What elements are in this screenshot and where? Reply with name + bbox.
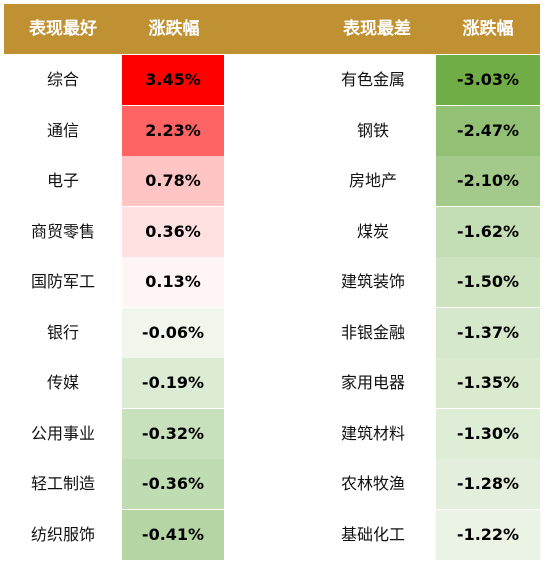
- worst-change-value: -1.35%: [436, 358, 540, 408]
- best-change-value: 0.36%: [122, 206, 224, 257]
- worst-industry-name: 建筑材料: [340, 423, 405, 443]
- worst-change-value: -1.62%: [436, 206, 540, 257]
- best-industry-name: 通信: [46, 120, 79, 140]
- table-row: 商贸零售 0.36% 煤炭 -1.62%: [0, 206, 546, 257]
- worst-industry-name: 煤炭: [356, 221, 389, 241]
- best-change-header: 涨跌幅: [148, 19, 200, 39]
- table-row: 传媒 -0.19% 家用电器 -1.35%: [0, 358, 546, 408]
- table-row: 国防军工 0.13% 建筑装饰 -1.50%: [0, 257, 546, 307]
- worst-industry-name: 非银金融: [340, 322, 405, 342]
- worst-industry-name: 家用电器: [340, 373, 405, 392]
- worst-change-header: 涨跌幅: [462, 19, 514, 39]
- worst-change-value: -1.30%: [436, 408, 540, 459]
- worst-industry-name: 有色金属: [340, 70, 405, 89]
- table-row: 电子 0.78% 房地产 -2.10%: [0, 156, 546, 206]
- best-change-value: 3.45%: [122, 55, 224, 105]
- worst-industry-name: 基础化工: [340, 524, 405, 544]
- worst-industry-name: 钢铁: [356, 120, 389, 140]
- best-industry-name: 国防军工: [30, 272, 95, 291]
- best-industry-name: 纺织服饰: [30, 524, 95, 544]
- table-row: 轻工制造 -0.36% 农林牧渔 -1.28%: [0, 459, 546, 509]
- worst-header: 表现最差: [343, 19, 411, 39]
- worst-industry-name: 建筑装饰: [340, 272, 405, 291]
- best-industry-name: 商贸零售: [30, 221, 95, 241]
- table-row: 纺织服饰 -0.41% 基础化工 -1.22%: [0, 509, 546, 560]
- best-industry-name: 电子: [46, 171, 79, 190]
- worst-change-value: -1.50%: [436, 257, 540, 307]
- best-change-value: 0.78%: [122, 156, 224, 206]
- table-row: 综合 3.45% 有色金属 -3.03%: [0, 55, 546, 105]
- best-industry-name: 银行: [46, 322, 79, 342]
- best-change-value: -0.41%: [122, 509, 224, 560]
- best-change-value: -0.06%: [122, 307, 224, 358]
- best-change-value: -0.32%: [122, 408, 224, 459]
- worst-change-value: -2.10%: [436, 156, 540, 206]
- worst-industry-name: 房地产: [348, 171, 397, 190]
- best-industry-name: 公用事业: [30, 423, 95, 443]
- worst-change-value: -1.37%: [436, 307, 540, 358]
- worst-change-value: -1.28%: [436, 459, 540, 509]
- best-industry-name: 传媒: [46, 373, 79, 392]
- worst-industry-name: 农林牧渔: [340, 474, 405, 493]
- table-row: 公用事业 -0.32% 建筑材料 -1.30%: [0, 408, 546, 459]
- best-change-value: 0.13%: [122, 257, 224, 307]
- best-change-value: -0.19%: [122, 358, 224, 408]
- table-row: 银行 -0.06% 非银金融 -1.37%: [0, 307, 546, 358]
- worst-change-value: -3.03%: [436, 55, 540, 105]
- best-change-value: 2.23%: [122, 105, 224, 156]
- best-industry-name: 轻工制造: [30, 474, 95, 493]
- worst-change-value: -1.22%: [436, 509, 540, 560]
- best-change-value: -0.36%: [122, 459, 224, 509]
- best-header: 表现最好: [29, 19, 97, 39]
- table-header: 表现最好 涨跌幅 表现最差 涨跌幅: [4, 4, 540, 54]
- worst-change-value: -2.47%: [436, 105, 540, 156]
- table-row: 通信 2.23% 钢铁 -2.47%: [0, 105, 546, 156]
- best-industry-name: 综合: [46, 70, 79, 89]
